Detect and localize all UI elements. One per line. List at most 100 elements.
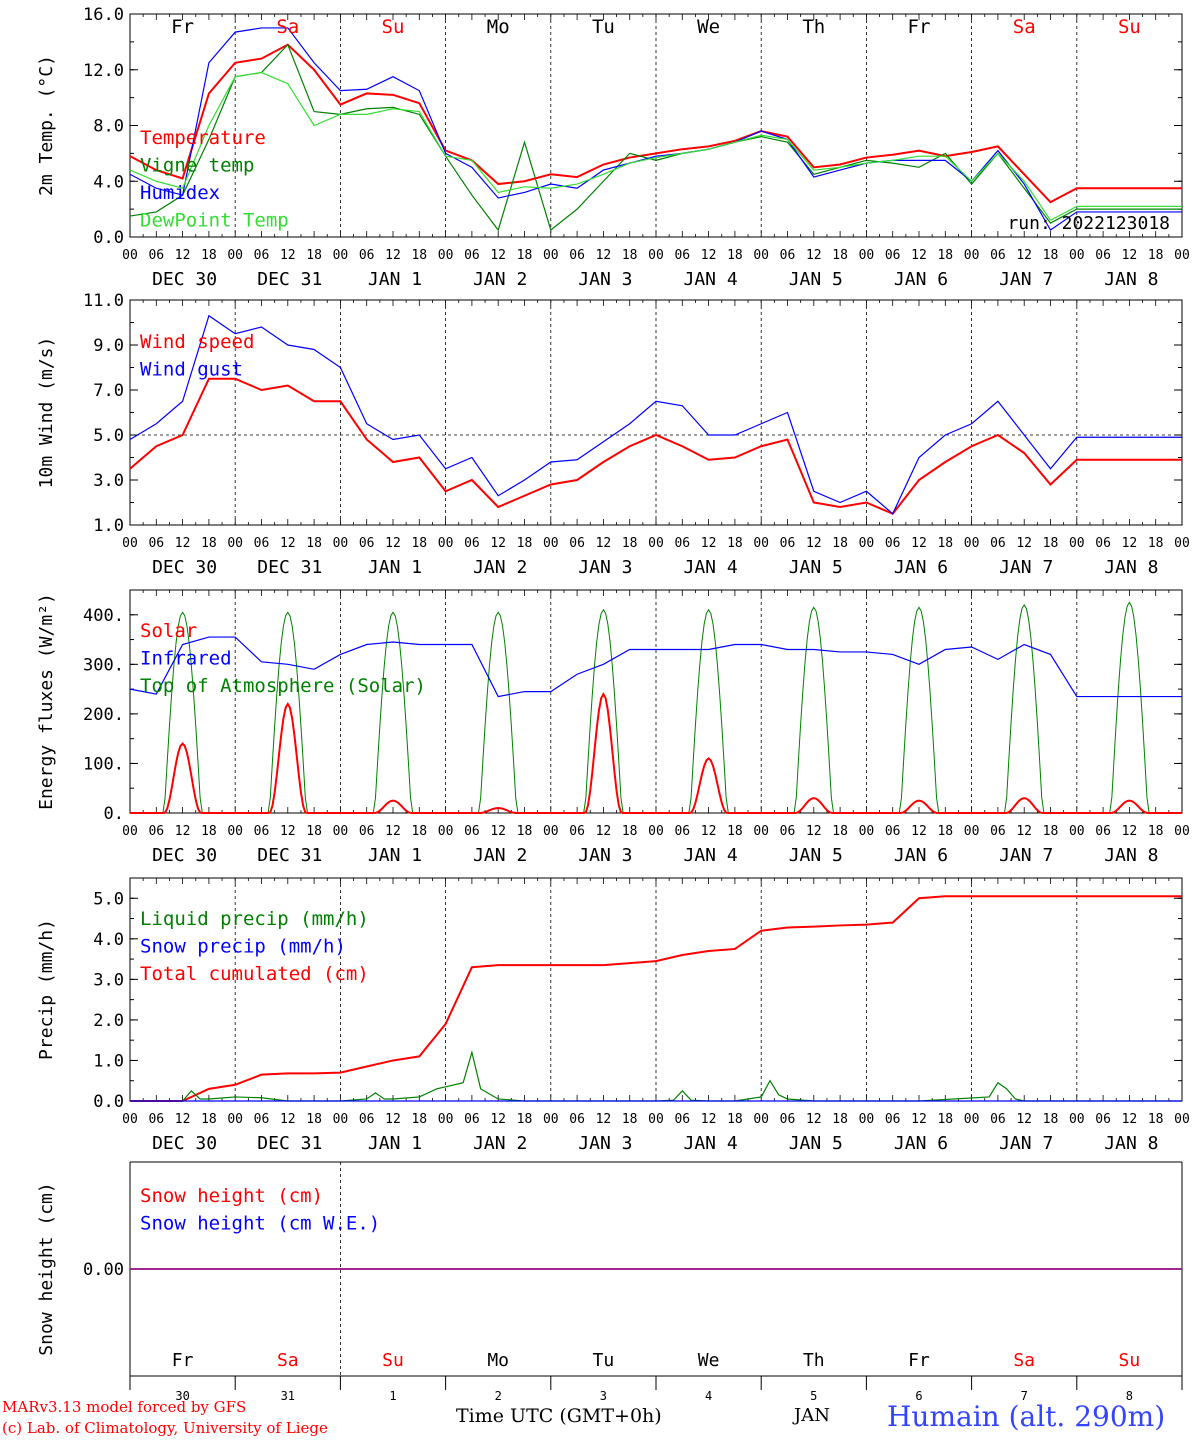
y-tick-label: 200. — [83, 705, 124, 725]
hour-tick-label: 06 — [254, 1112, 270, 1127]
date-label: JAN 5 — [789, 845, 843, 866]
hour-tick-label: 12 — [596, 536, 612, 551]
day-name: Sa — [276, 16, 299, 38]
legend-label: Wind gust — [140, 359, 243, 381]
hour-tick-label: 12 — [385, 248, 401, 263]
date-label: JAN 7 — [999, 269, 1053, 290]
hour-tick-label: 06 — [569, 1112, 585, 1127]
series-dewpoint-temp — [129, 71, 1182, 222]
legend-label: Wind speed — [140, 331, 254, 353]
hour-tick-label: 12 — [806, 536, 822, 551]
date-label: JAN 4 — [684, 269, 738, 290]
y-tick-label: 1.0 — [93, 516, 124, 536]
date-label: JAN 5 — [789, 1133, 843, 1154]
hour-tick-label: 06 — [885, 536, 901, 551]
y-tick-label: 2.0 — [93, 1011, 124, 1031]
hour-tick-label: 06 — [569, 536, 585, 551]
legend-label: DewPoint Temp — [140, 210, 289, 232]
hour-tick-label: 06 — [569, 824, 585, 839]
panel-4: 0.0 1.0 2.0 3.0 4.0 5.0 Precip (mm/h) Liquid pr… — [36, 877, 1190, 1154]
hour-tick-label: 00 — [1174, 536, 1190, 551]
y-tick-label: 1.0 — [93, 1051, 124, 1071]
hour-tick-label: 00 — [964, 824, 980, 839]
date-label: JAN 5 — [789, 269, 843, 290]
hour-tick-label: 18 — [622, 248, 638, 263]
legend-label: Temperature — [140, 127, 266, 149]
date-label: JAN 2 — [473, 557, 527, 578]
series-vigne-temp — [129, 43, 1182, 232]
day-name: Sa — [277, 1350, 299, 1371]
y-tick-label: 100. — [83, 754, 124, 774]
series-humidex — [129, 27, 1182, 231]
hour-tick-label: 12 — [701, 1112, 717, 1127]
hour-tick-label: 18 — [937, 1112, 953, 1127]
hour-tick-label: 00 — [1174, 248, 1190, 263]
hour-tick-label: 06 — [464, 248, 480, 263]
day-name: Sa — [1013, 16, 1036, 38]
hour-tick-label: 12 — [280, 248, 296, 263]
hour-tick-label: 00 — [122, 248, 138, 263]
hour-tick-label: 18 — [1148, 1112, 1164, 1127]
hour-tick-label: 00 — [438, 536, 454, 551]
hour-tick-label: 06 — [780, 536, 796, 551]
hour-tick-label: 06 — [464, 536, 480, 551]
hour-tick-label: 18 — [411, 1112, 427, 1127]
y-tick-label: 9.0 — [93, 336, 124, 356]
hour-tick-label: 12 — [175, 1112, 191, 1127]
hour-tick-label: 00 — [543, 1112, 559, 1127]
hour-tick-label: 00 — [1174, 824, 1190, 839]
y-axis-label: 2m Temp. (°C) — [36, 55, 57, 196]
hour-tick-label: 12 — [911, 824, 927, 839]
hour-tick-label: 06 — [885, 1112, 901, 1127]
hour-tick-label: 00 — [543, 536, 559, 551]
hour-tick-label: 06 — [464, 824, 480, 839]
hour-tick-label: 18 — [1043, 248, 1059, 263]
hour-tick-label: 06 — [254, 536, 270, 551]
hour-tick-label: 12 — [701, 536, 717, 551]
hour-tick-label: 06 — [674, 536, 690, 551]
hour-tick-label: 12 — [701, 824, 717, 839]
hour-tick-label: 12 — [911, 536, 927, 551]
hour-tick-label: 12 — [490, 824, 506, 839]
date-label: JAN 6 — [894, 845, 948, 866]
hour-tick-label: 12 — [596, 824, 612, 839]
day-number: 5 — [810, 1389, 817, 1403]
hour-tick-label: 06 — [674, 1112, 690, 1127]
hour-tick-label: 18 — [1148, 248, 1164, 263]
hour-tick-label: 00 — [859, 248, 875, 263]
y-tick-label: 3.0 — [93, 471, 124, 491]
hour-tick-label: 12 — [806, 248, 822, 263]
series-total-cumulated-cm- — [130, 895, 1182, 1102]
day-name: Fr — [908, 16, 931, 38]
hour-tick-label: 18 — [832, 248, 848, 263]
hour-tick-label: 18 — [937, 248, 953, 263]
hour-tick-label: 06 — [359, 248, 375, 263]
hour-tick-label: 00 — [648, 1112, 664, 1127]
hour-tick-label: 18 — [411, 248, 427, 263]
hour-tick-label: 00 — [122, 824, 138, 839]
hour-tick-label: 06 — [148, 248, 164, 263]
hour-tick-label: 12 — [280, 824, 296, 839]
y-tick-label: 5.0 — [93, 426, 124, 446]
hour-tick-label: 12 — [490, 536, 506, 551]
hour-tick-label: 00 — [859, 1112, 875, 1127]
hour-tick-label: 06 — [990, 248, 1006, 263]
day-name: Sa — [1013, 1350, 1035, 1371]
y-tick-label: 3.0 — [93, 970, 124, 990]
date-label: DEC 30 — [152, 1133, 217, 1154]
location-label: Humain (alt. 290m) — [887, 1400, 1166, 1433]
day-number: 30 — [175, 1389, 189, 1403]
hour-tick-label: 06 — [990, 824, 1006, 839]
y-axis-label: Energy fluxes (W/m²) — [36, 593, 57, 810]
y-axis-label: Snow height (cm) — [36, 1182, 57, 1355]
day-name: We — [697, 16, 720, 38]
date-label: JAN 3 — [578, 269, 632, 290]
y-tick-label: 12.0 — [83, 61, 124, 81]
day-number: 6 — [915, 1389, 922, 1403]
date-label: JAN 7 — [999, 1133, 1053, 1154]
date-label: JAN 1 — [368, 845, 422, 866]
hour-tick-label: 12 — [911, 248, 927, 263]
y-tick-label: 5.0 — [93, 889, 124, 909]
hour-tick-label: 00 — [438, 248, 454, 263]
